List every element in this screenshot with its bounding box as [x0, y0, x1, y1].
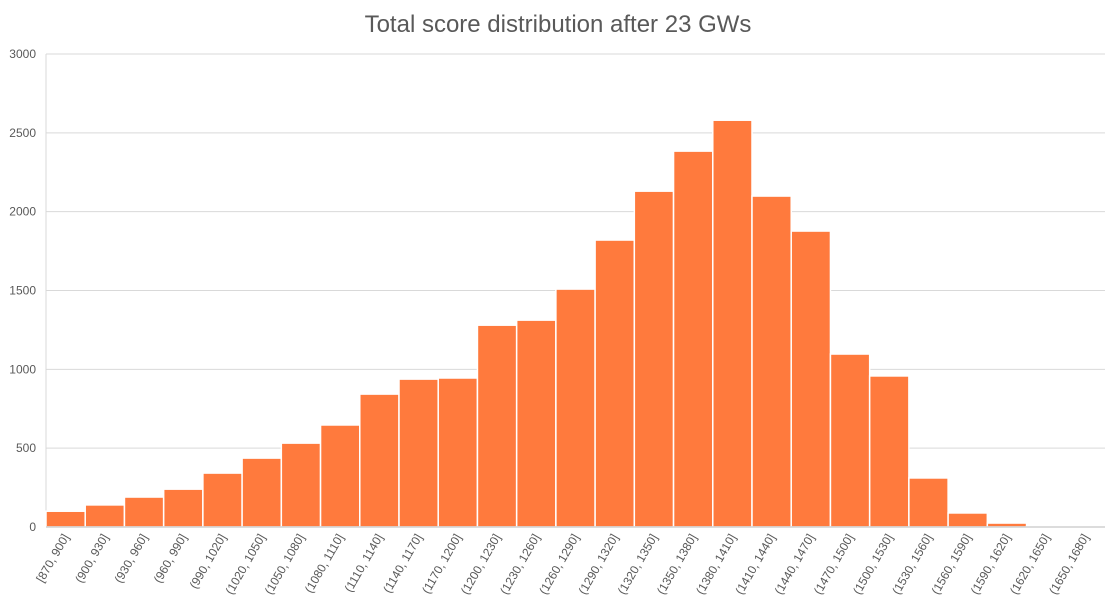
x-tick-label: (1440, 1470] — [772, 532, 818, 597]
histogram-bar — [280, 442, 322, 528]
histogram-bar — [868, 375, 910, 528]
histogram-bar — [84, 504, 126, 528]
x-tick-label: (900, 930] — [72, 532, 111, 586]
x-tick-label: (1080, 1110] — [302, 532, 347, 596]
x-tick-label: (1020, 1050] — [223, 532, 269, 597]
histogram-bar — [319, 424, 361, 528]
y-tick-label: 3000 — [9, 47, 36, 61]
histogram-bar — [202, 472, 243, 528]
y-tick-label: 2000 — [9, 205, 36, 219]
y-tick-label: 1500 — [9, 284, 36, 298]
histogram-bar — [241, 457, 283, 528]
x-tick-label: (960, 990] — [151, 532, 190, 586]
x-tick-label: (1170, 1200] — [419, 532, 464, 597]
histogram-bar — [398, 378, 439, 528]
histogram-bar — [829, 353, 871, 528]
x-tick-label: (1050, 1080] — [262, 532, 308, 597]
histogram-bar — [476, 324, 518, 528]
histogram-bar — [712, 119, 753, 528]
x-tick-label: (1320, 1350] — [615, 532, 661, 597]
histogram-bar — [947, 512, 989, 528]
x-tick-label: (1140, 1170] — [380, 532, 425, 596]
histogram-bar — [633, 190, 675, 528]
x-tick-label: (990, 1020] — [187, 532, 229, 592]
bars — [45, 119, 1106, 528]
x-tick-label: (1110, 1140] — [342, 532, 386, 595]
x-axis: [870, 900] (900, 930] (930, 960] (960, 990]… — [33, 526, 1105, 597]
histogram-bar — [45, 510, 86, 528]
x-tick-label: (1500, 1530] — [850, 532, 896, 597]
histogram-bar — [594, 239, 636, 528]
x-tick-label: (1560, 1590] — [929, 531, 975, 596]
x-tick-label: (1620, 1650] — [1007, 532, 1053, 597]
x-tick-label: (1470, 1500] — [811, 532, 857, 597]
histogram-bar — [437, 377, 479, 528]
histogram-bar — [908, 477, 949, 528]
x-tick-label: (1590, 1620] — [968, 532, 1014, 597]
x-tick-label: (1290, 1320] — [576, 532, 622, 597]
histogram-bar — [162, 488, 204, 528]
y-tick-label: 0 — [29, 520, 36, 534]
x-tick-label: [870, 900] — [33, 532, 72, 585]
y-axis: 0 500 1000 1500 2000 2500 3000 — [9, 47, 36, 534]
x-tick-label: (1350, 1380] — [654, 532, 700, 597]
x-tick-label: (1410, 1440] — [732, 532, 778, 597]
x-tick-label: (930, 960] — [112, 532, 151, 586]
histogram-bar — [515, 319, 557, 528]
x-tick-label: (1380, 1410] — [693, 532, 739, 597]
histogram-bar — [123, 496, 165, 528]
x-tick-label: (1200, 1230] — [458, 532, 504, 597]
x-tick-label: (1230, 1260] — [497, 532, 543, 597]
histogram-bar — [672, 150, 714, 528]
y-tick-label: 2500 — [9, 126, 36, 140]
y-tick-label: 500 — [16, 441, 36, 455]
histogram-bar — [359, 393, 400, 528]
x-tick-label: (1260, 1290] — [536, 532, 582, 597]
histogram-bar — [555, 288, 596, 528]
x-tick-label: (1530, 1560] — [889, 532, 935, 597]
y-tick-label: 1000 — [9, 362, 36, 376]
x-tick-label: (1650, 1680] — [1046, 532, 1092, 597]
histogram-bar — [751, 195, 792, 528]
chart-title: Total score distribution after 23 GWs — [365, 11, 752, 38]
histogram-bar — [790, 230, 832, 528]
